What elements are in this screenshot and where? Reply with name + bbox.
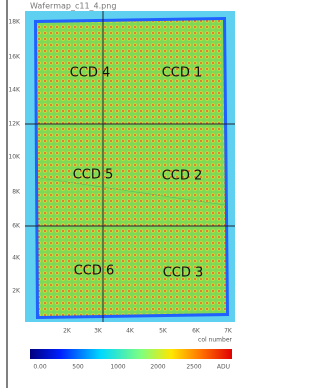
ccd-label: CCD 6 [74,264,115,279]
y-tick-label: 16K [8,54,21,61]
y-tick-label: 2K [12,288,21,295]
y-tick-label: 8K [12,189,21,196]
colorbar [30,349,232,359]
ccd-label: CCD 1 [162,66,203,81]
ccd-label: CCD 5 [73,168,114,183]
x-tick-label: 7K [224,328,233,335]
colorbar-label: 500 [72,364,84,371]
seam [39,177,226,206]
y-tick-label: 6K [12,223,21,230]
x-tick-label: 4K [126,328,135,335]
y-tick-label: 4K [12,255,21,262]
x-tick-label: 6K [192,328,201,335]
x-tick-label: 2K [63,328,72,335]
y-tick-label: 14K [8,87,21,94]
colorbar-label: 1000 [110,364,125,371]
y-tick-label: 12K [8,121,21,128]
x-tick-label: 5K [159,328,168,335]
ccd-label: CCD 3 [163,266,204,281]
title: Wafermap_c11_4.png [30,2,116,11]
y-tick-label: 18K [8,19,21,26]
figure: Wafermap_c11_4.png CCD 4 CCD 1 CCD 5 CCD 2 C… [6,0,235,388]
colorbar-label: 2000 [150,364,165,371]
colorbar-label: 2500 [186,364,201,371]
ccd-label: CCD 4 [70,66,111,81]
colorbar-unit: ADU [217,364,230,371]
colorbar-label: 0.00 [33,364,47,371]
x-axis-title: col number [198,337,232,344]
ccd-label: CCD 2 [162,169,203,184]
wafer [37,20,226,316]
x-tick-label: 3K [94,328,103,335]
y-tick-label: 10K [8,154,21,161]
